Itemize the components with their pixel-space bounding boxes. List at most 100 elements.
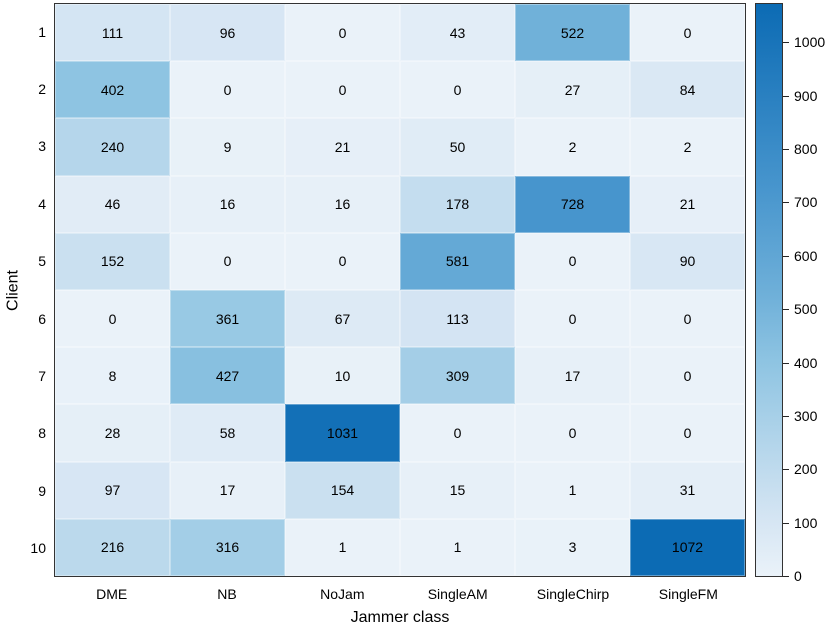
- heatmap-cell: 0: [285, 61, 400, 119]
- colorbar-tick-mark: [783, 95, 789, 97]
- colorbar-tick-mark: [783, 149, 789, 151]
- colorbar-tick-label: 1000: [794, 34, 826, 51]
- column-tick-label: DME: [96, 586, 128, 602]
- heatmap-cell: 15: [400, 461, 515, 519]
- heatmap-cell: 309: [400, 347, 515, 405]
- heatmap-cell: 728: [515, 175, 630, 233]
- colorbar-tick-label: 500: [794, 301, 818, 318]
- heatmap-cell: 178: [400, 175, 515, 233]
- heatmap-cell: 0: [515, 404, 630, 462]
- heatmap-cell: 0: [630, 290, 745, 348]
- heatmap-cell: 97: [55, 461, 170, 519]
- colorbar-tick-mark: [783, 522, 789, 524]
- heatmap-cell: 154: [285, 461, 400, 519]
- colorbar-tick-label: 0: [794, 568, 802, 584]
- colorbar-tick-label: 400: [794, 354, 818, 371]
- heatmap-cell: 0: [515, 232, 630, 290]
- heatmap-cell: 84: [630, 61, 745, 119]
- heatmap-cell: 90: [630, 232, 745, 290]
- heatmap-cell: 16: [285, 175, 400, 233]
- heatmap-cell: 316: [170, 518, 285, 576]
- heatmap-cell: 216: [55, 518, 170, 576]
- colorbar-tick-mark: [783, 576, 789, 577]
- heatmap-cell: 8: [55, 347, 170, 405]
- heatmap-cell: 361: [170, 290, 285, 348]
- heatmap-cell: 96: [170, 4, 285, 62]
- heatmap-cell: 58: [170, 404, 285, 462]
- heatmap-cell: 0: [400, 404, 515, 462]
- row-tick-label: 10: [30, 540, 46, 557]
- row-tick-label: 1: [38, 23, 46, 40]
- colorbar-tick-mark: [783, 255, 789, 257]
- heatmap-cell: 581: [400, 232, 515, 290]
- heatmap-cell: 17: [515, 347, 630, 405]
- heatmap-cell: 2: [630, 118, 745, 176]
- heatmap-cell: 17: [170, 461, 285, 519]
- row-tick-label: 8: [38, 425, 46, 442]
- heatmap-cell: 0: [630, 347, 745, 405]
- heatmap-cell: 0: [55, 290, 170, 348]
- heatmap-cell: 0: [400, 61, 515, 119]
- colorbar-tick-mark: [783, 362, 789, 364]
- heatmap-cell: 1031: [285, 404, 400, 462]
- heatmap-cell: 27: [515, 61, 630, 119]
- heatmap-cell: 3: [515, 518, 630, 576]
- row-tick-label: 6: [38, 310, 46, 327]
- colorbar-tick-label: 300: [794, 407, 818, 424]
- heatmap-grid: 111 96 0 43 522 0 402 0 0 0 27 84 240 9 21 50 2 2 46 16 16 17…: [54, 3, 746, 577]
- heatmap-cell: 0: [515, 290, 630, 348]
- colorbar-tick-mark: [783, 309, 789, 311]
- row-tick-label: 4: [38, 195, 46, 212]
- heatmap-cell: 522: [515, 4, 630, 62]
- heatmap-cell: 0: [170, 232, 285, 290]
- heatmap-cell: 1: [400, 518, 515, 576]
- heatmap-cell: 21: [630, 175, 745, 233]
- colorbar: [755, 3, 783, 577]
- column-tick-label: SingleAM: [427, 586, 488, 602]
- heatmap-cell: 402: [55, 61, 170, 119]
- colorbar-tick-label: 100: [794, 514, 818, 531]
- heatmap-cell: 0: [285, 232, 400, 290]
- heatmap-cell: 67: [285, 290, 400, 348]
- heatmap-cell: 16: [170, 175, 285, 233]
- heatmap-cell: 50: [400, 118, 515, 176]
- row-tick-label: 7: [38, 368, 46, 385]
- colorbar-tick-mark: [783, 42, 789, 44]
- heatmap-cell: 111: [55, 4, 170, 62]
- heatmap-cell: 113: [400, 290, 515, 348]
- column-tick-label: SingleChirp: [536, 586, 610, 602]
- heatmap-cell: 1072: [630, 518, 745, 576]
- colorbar-tick-label: 800: [794, 141, 818, 158]
- colorbar-tick-label: 200: [794, 461, 818, 478]
- heatmap-cell: 10: [285, 347, 400, 405]
- heatmap-cell: 28: [55, 404, 170, 462]
- row-tick-label: 3: [38, 138, 46, 155]
- row-tick-label: 9: [38, 482, 46, 499]
- heatmap-cell: 9: [170, 118, 285, 176]
- heatmap-cell: 427: [170, 347, 285, 405]
- column-tick-label: NB: [217, 586, 237, 602]
- column-tick-label: SingleFM: [658, 586, 718, 602]
- heatmap-cell: 0: [630, 404, 745, 462]
- x-axis-label: Jammer class: [350, 609, 450, 626]
- colorbar-tick-label: 700: [794, 194, 818, 211]
- heatmap-cell: 0: [630, 4, 745, 62]
- heatmap-cell: 31: [630, 461, 745, 519]
- row-tick-label: 5: [38, 253, 46, 270]
- colorbar-tick-label: 600: [794, 247, 818, 264]
- heatmap-cell: 43: [400, 4, 515, 62]
- colorbar-tick-label: 900: [794, 87, 818, 104]
- heatmap-cell: 21: [285, 118, 400, 176]
- heatmap-cell: 2: [515, 118, 630, 176]
- colorbar-tick-mark: [783, 415, 789, 417]
- heatmap-cell: 0: [285, 4, 400, 62]
- heatmap-cell: 240: [55, 118, 170, 176]
- colorbar-tick-mark: [783, 469, 789, 471]
- column-tick-label: NoJam: [320, 586, 365, 602]
- heatmap-cell: 1: [285, 518, 400, 576]
- heatmap-cell: 46: [55, 175, 170, 233]
- heatmap-cell: 1: [515, 461, 630, 519]
- row-tick-label: 2: [38, 81, 46, 98]
- heatmap-cell: 152: [55, 232, 170, 290]
